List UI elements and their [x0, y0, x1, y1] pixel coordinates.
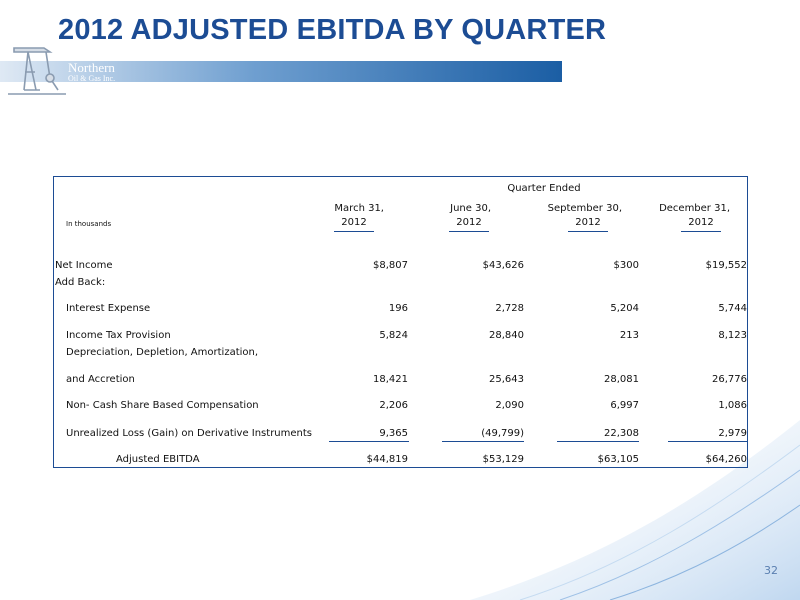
cell: $53,129	[482, 454, 524, 465]
cell: 25,643	[489, 374, 524, 385]
row-label-dda-line2: and Accretion	[66, 374, 135, 385]
cell: $44,819	[366, 454, 408, 465]
oil-derrick-logo-icon	[8, 47, 66, 95]
row-label-adjusted-ebitda: Adjusted EBITDA	[116, 454, 200, 465]
cell: 5,744	[718, 303, 747, 314]
cell: 2,728	[495, 303, 524, 314]
logo-name: Northern	[68, 60, 115, 75]
row-label-non-cash: Non- Cash Share Based Compensation	[66, 400, 259, 411]
ebitda-table: Quarter Ended March 31, June 30, Septemb…	[53, 176, 748, 468]
col-header-3-line1: September 30,	[547, 203, 622, 214]
cell: 2,090	[495, 400, 524, 411]
subtotal-underline	[442, 441, 524, 442]
cell: $8,807	[373, 260, 408, 271]
col-header-3-line2: 2012	[575, 217, 601, 228]
row-label-unrealized: Unrealized Loss (Gain) on Derivative Ins…	[66, 428, 313, 439]
cell: 8,123	[718, 330, 747, 341]
cell: (49,799)	[481, 428, 524, 439]
page-title: 2012 ADJUSTED EBITDA BY QUARTER	[58, 14, 607, 46]
cell: 28,081	[604, 374, 639, 385]
col-header-2-line1: June 30,	[450, 203, 491, 214]
subtotal-underline	[329, 441, 409, 442]
cell: 213	[619, 330, 639, 341]
cell: 18,421	[373, 374, 408, 385]
row-label-add-back: Add Back:	[55, 277, 106, 288]
logo-subtitle: Oil & Gas Inc.	[68, 74, 116, 83]
row-label-interest: Interest Expense	[66, 303, 151, 314]
col-header-4-line2: 2012	[688, 217, 714, 228]
header-bar	[0, 61, 562, 82]
col-header-2-line2: 2012	[456, 217, 482, 228]
cell: 5,824	[379, 330, 408, 341]
cell: $19,552	[705, 260, 747, 271]
cell: $300	[613, 260, 639, 271]
row-label-income-tax: Income Tax Provision	[66, 330, 171, 341]
cell: 6,997	[610, 400, 639, 411]
cell: 26,776	[712, 374, 747, 385]
cell: 9,365	[379, 428, 408, 439]
row-label-dda-line1: Depreciation, Depletion, Amortization,	[66, 347, 259, 358]
cell: $43,626	[482, 260, 524, 271]
group-header: Quarter Ended	[507, 183, 581, 194]
cell: 196	[388, 303, 408, 314]
page-number: 32	[764, 564, 778, 577]
subtotal-underline	[557, 441, 639, 442]
col-header-1-line2: 2012	[341, 217, 367, 228]
cell: 2,979	[718, 428, 747, 439]
subtotal-underline	[668, 441, 748, 442]
cell: 22,308	[604, 428, 639, 439]
cell: 2,206	[379, 400, 408, 411]
units-label: In thousands	[66, 220, 112, 228]
cell: 28,840	[489, 330, 524, 341]
col-header-4-line1: December 31,	[659, 203, 730, 214]
col-header-1-line1: March 31,	[334, 203, 384, 214]
cell: 5,204	[610, 303, 639, 314]
cell: $64,260	[705, 454, 747, 465]
row-label-net-income: Net Income	[55, 260, 113, 271]
cell: $63,105	[597, 454, 639, 465]
cell: 1,086	[718, 400, 747, 411]
